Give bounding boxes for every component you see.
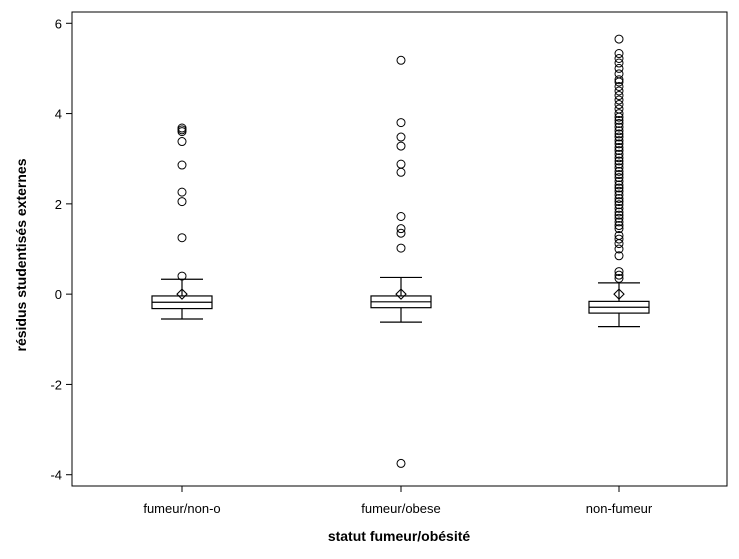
- x-axis: fumeur/non-o fumeur/obese non-fumeur: [143, 486, 653, 516]
- outlier-point: [614, 213, 624, 223]
- outlier-point: [614, 170, 624, 180]
- y-tick-label: -2: [50, 377, 62, 392]
- mean-marker: [395, 288, 407, 300]
- box-group: [588, 34, 650, 328]
- outlier-point: [614, 119, 624, 129]
- outlier-point: [396, 458, 406, 468]
- outlier-point: [614, 273, 624, 283]
- outlier-point: [177, 187, 187, 197]
- outlier-point: [614, 156, 624, 166]
- outlier-point: [177, 125, 187, 135]
- outlier-point: [614, 75, 624, 85]
- mean-marker: [176, 288, 188, 300]
- outlier-point: [396, 118, 406, 128]
- outlier-point: [177, 271, 187, 281]
- outlier-point: [614, 146, 624, 156]
- y-tick-label: -4: [50, 468, 62, 483]
- outlier-point: [614, 142, 624, 152]
- outlier-point: [614, 112, 624, 122]
- outlier-point: [614, 86, 624, 96]
- outlier-point: [177, 137, 187, 147]
- outlier-point: [614, 153, 624, 163]
- outlier-point: [614, 210, 624, 220]
- plot-frame: [71, 11, 728, 487]
- outlier-point: [614, 109, 624, 119]
- outlier-point: [614, 207, 624, 217]
- outlier-point: [614, 115, 624, 125]
- outlier-point: [614, 81, 624, 91]
- outlier-point: [614, 244, 624, 254]
- x-tick-label: fumeur/obese: [361, 501, 441, 516]
- outlier-point: [614, 190, 624, 200]
- outlier-point: [614, 91, 624, 101]
- box-group: [151, 123, 213, 320]
- outlier-point: [614, 163, 624, 173]
- outlier-point: [614, 267, 624, 277]
- outlier-point: [396, 228, 406, 238]
- outlier-point: [614, 234, 624, 244]
- outlier-point: [614, 136, 624, 146]
- outlier-point: [396, 243, 406, 253]
- y-axis: -4 -2 0 2 4 6: [50, 16, 72, 483]
- outlier-point: [614, 34, 624, 44]
- y-tick-label: 6: [55, 16, 62, 31]
- outlier-point: [396, 167, 406, 177]
- outlier-point: [396, 141, 406, 151]
- outlier-point: [614, 183, 624, 193]
- x-axis-title: statut fumeur/obésité: [328, 528, 471, 544]
- outlier-point: [614, 251, 624, 261]
- outlier-point: [614, 203, 624, 213]
- outlier-point: [614, 224, 624, 234]
- outlier-point: [614, 132, 624, 142]
- outlier-point: [396, 132, 406, 142]
- y-tick-label: 0: [55, 287, 62, 302]
- x-tick-label: non-fumeur: [586, 501, 653, 516]
- outlier-point: [614, 100, 624, 110]
- outlier-point: [614, 126, 624, 136]
- outlier-point: [396, 55, 406, 65]
- y-axis-title: résidus studentisés externes: [13, 158, 29, 351]
- outlier-point: [614, 63, 624, 73]
- outlier-point: [614, 129, 624, 139]
- y-tick-label: 4: [55, 107, 62, 122]
- outlier-point: [614, 200, 624, 210]
- box-group: [370, 55, 432, 468]
- box-series: [151, 34, 650, 468]
- outlier-point: [614, 176, 624, 186]
- outlier-point: [177, 197, 187, 207]
- outlier-point: [396, 159, 406, 169]
- outlier-point: [614, 122, 624, 132]
- outlier-point: [614, 149, 624, 159]
- outlier-point: [614, 173, 624, 183]
- outlier-point: [614, 270, 624, 280]
- outlier-point: [614, 217, 624, 227]
- mean-marker: [613, 288, 625, 300]
- y-tick-label: 2: [55, 197, 62, 212]
- outlier-point: [177, 160, 187, 170]
- outlier-point: [177, 127, 187, 137]
- outlier-point: [614, 180, 624, 190]
- outlier-point: [614, 95, 624, 105]
- outlier-point: [614, 197, 624, 207]
- outlier-point: [614, 239, 624, 249]
- outlier-point: [614, 58, 624, 68]
- outlier-point: [396, 211, 406, 221]
- outlier-point: [614, 166, 624, 176]
- outlier-point: [614, 139, 624, 149]
- outlier-point: [614, 104, 624, 114]
- outlier-point: [614, 159, 624, 169]
- outlier-point: [614, 186, 624, 196]
- x-tick-label: fumeur/non-o: [143, 501, 220, 516]
- outlier-point: [614, 193, 624, 203]
- outlier-point: [614, 221, 624, 231]
- outlier-point: [614, 77, 624, 87]
- outlier-point: [177, 233, 187, 243]
- outlier-point: [614, 53, 624, 63]
- outlier-point: [614, 49, 624, 59]
- outlier-point: [396, 224, 406, 234]
